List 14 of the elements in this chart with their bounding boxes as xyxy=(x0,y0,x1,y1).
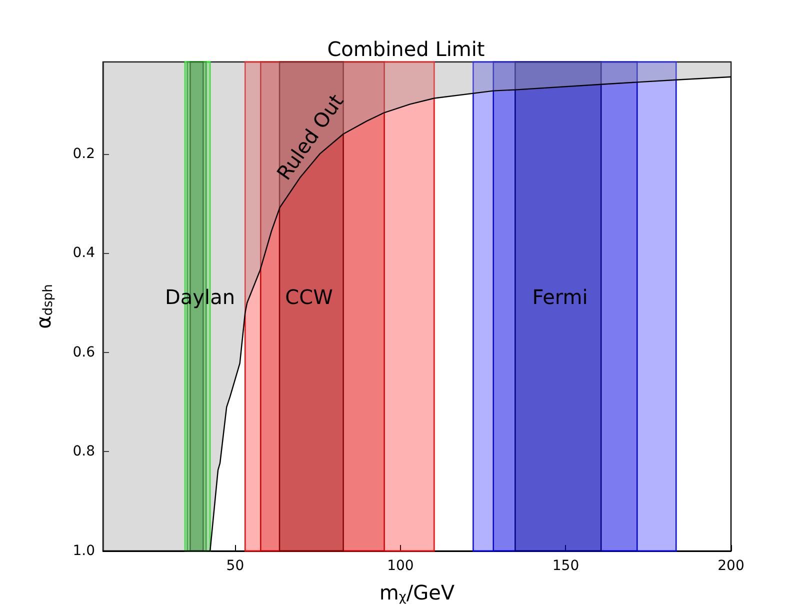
annotation: Fermi xyxy=(532,285,588,309)
chart-title: Combined Limit xyxy=(327,37,485,61)
y-axis-title: αdsph xyxy=(32,284,56,329)
y-tick-label: 0.2 xyxy=(72,146,95,162)
x-tick-label: 100 xyxy=(387,558,414,574)
x-tick-label: 50 xyxy=(226,558,244,574)
x-tick-label: 150 xyxy=(552,558,580,574)
y-tick-label: 0.8 xyxy=(72,444,95,460)
x-axis-title: mχ/GeV xyxy=(379,580,455,605)
x-tick-label: 200 xyxy=(718,558,744,574)
y-tick-label: 1.0 xyxy=(72,543,95,559)
annotation: CCW xyxy=(285,285,334,309)
y-tick-label: 0.6 xyxy=(72,344,96,360)
y-tick-label: 0.4 xyxy=(72,245,96,262)
